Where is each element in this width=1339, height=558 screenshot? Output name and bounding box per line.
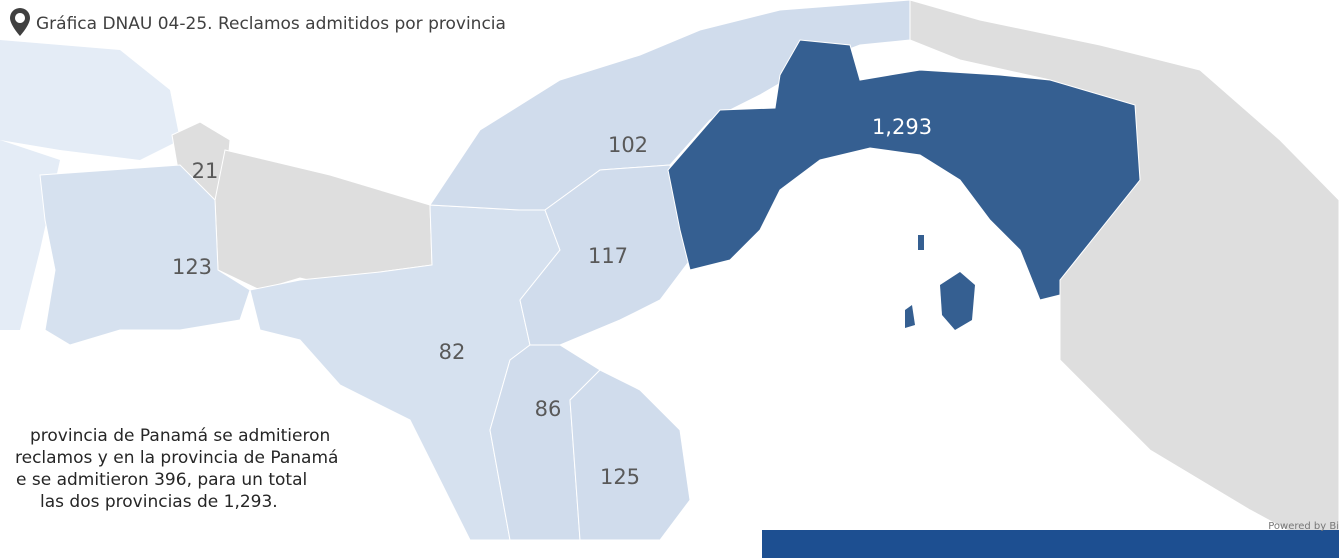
description: provincia de Panamá se admitieron reclam… (0, 425, 434, 513)
region (909, 0, 1339, 558)
pin-icon (10, 8, 30, 36)
text-line: reclamos y en la provincia de Panamá (15, 448, 339, 468)
region-label: 21 (192, 159, 219, 183)
region-label: 86 (535, 397, 562, 421)
text-line: las dos provincias de 1,293. (40, 492, 278, 512)
region-label: 123 (172, 255, 212, 279)
island (918, 235, 924, 250)
region (569, 369, 691, 541)
region-label: 102 (608, 133, 648, 157)
region-label: 82 (439, 340, 466, 364)
powered-by: Powered by Bi (1268, 521, 1339, 532)
faded-area (0, 40, 180, 160)
text-line: provincia de Panamá se admitieron (30, 426, 331, 446)
title: Gráfica DNAU 04-25. Reclamos admitidos p… (36, 14, 506, 34)
footer-bar (762, 530, 1339, 558)
region-label: 1,293 (872, 115, 932, 139)
island (940, 272, 975, 330)
region (667, 39, 1141, 301)
island (905, 305, 915, 328)
text-line: e se admitieron 396, para un total (16, 470, 308, 490)
region (519, 164, 691, 346)
region-label: 117 (588, 244, 628, 268)
region (39, 164, 251, 346)
region-label: 125 (600, 465, 640, 489)
